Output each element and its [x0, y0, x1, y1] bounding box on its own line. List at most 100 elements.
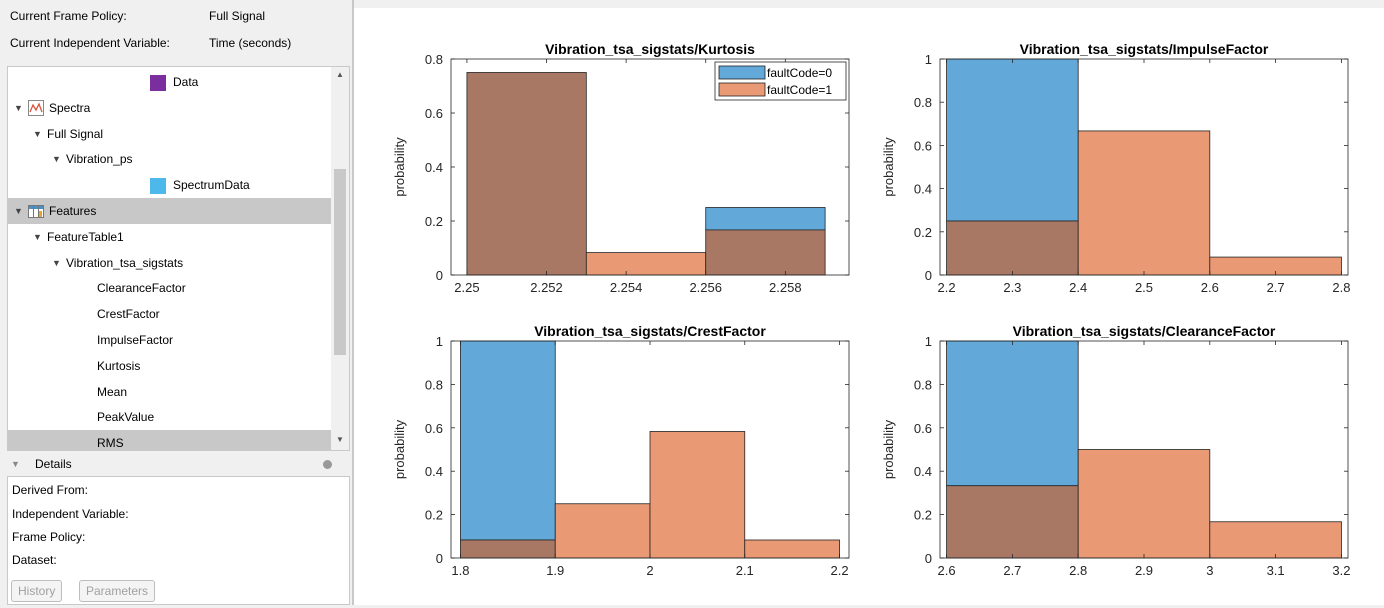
expand-arrow-icon[interactable]: ▼	[14, 206, 23, 216]
tree-item-mean[interactable]: Mean	[8, 379, 331, 405]
x-tick-label: 1.8	[451, 563, 469, 578]
x-tick-label: 2.7	[1267, 280, 1285, 295]
x-tick-label: 2.3	[1003, 280, 1021, 295]
chart-title: Vibration_tsa_sigstats/ClearanceFactor	[1013, 323, 1276, 339]
y-tick-label: 0.8	[914, 95, 932, 110]
panel-options-icon[interactable]	[323, 460, 332, 469]
independent-variable-value: Time (seconds)	[209, 36, 292, 50]
y-tick-label: 0.4	[425, 464, 443, 479]
tree-item-label: CrestFactor	[97, 307, 160, 322]
y-tick-label: 1	[925, 334, 932, 349]
tree-item-label: ClearanceFactor	[97, 281, 186, 296]
history-button[interactable]: History	[11, 580, 63, 602]
frame-policy-detail-label: Frame Policy:	[12, 530, 86, 544]
y-tick-label: 0.6	[914, 421, 932, 436]
x-tick-label: 3	[1206, 563, 1213, 578]
bar-fault1	[1209, 521, 1342, 559]
left-panel: Current Frame Policy: Full Signal Curren…	[0, 0, 352, 605]
scrollbar-thumb[interactable]	[334, 169, 346, 355]
y-tick-label: 0.2	[914, 508, 932, 523]
tree-item-rms[interactable]: RMS	[8, 430, 331, 451]
tree-item-data[interactable]: Data	[8, 69, 331, 95]
x-tick-label: 2.7	[1003, 563, 1021, 578]
details-panel: Derived From: Independent Variable: Fram…	[7, 476, 350, 605]
bar-overlap	[466, 72, 587, 276]
y-tick-label: 0.8	[914, 377, 932, 392]
blue-square-icon	[150, 178, 166, 195]
spectrum-icon	[28, 99, 44, 116]
details-title: Details	[35, 457, 72, 471]
tree-item-spectrumdata[interactable]: SpectrumData	[8, 172, 331, 198]
panel-splitter[interactable]	[352, 0, 354, 605]
y-tick-label: 0.2	[914, 225, 932, 240]
tree-item-label: Vibration_ps	[66, 152, 133, 167]
chart-title: Vibration_tsa_sigstats/Kurtosis	[545, 41, 755, 57]
tree-item-peakvalue[interactable]: PeakValue	[8, 404, 331, 430]
y-tick-label: 0.8	[425, 52, 443, 67]
x-tick-label: 2.254	[610, 280, 643, 295]
x-tick-label: 2.6	[938, 563, 956, 578]
x-tick-label: 2.8	[1332, 280, 1350, 295]
tree-item-featuretable1[interactable]: ▼ FeatureTable1	[8, 224, 331, 250]
scroll-up-icon[interactable]: ▲	[336, 70, 344, 79]
chart-title: Vibration_tsa_sigstats/CrestFactor	[534, 323, 766, 339]
bar-fault0	[705, 207, 826, 231]
x-tick-label: 2.8	[1069, 563, 1087, 578]
y-tick-label: 0.6	[425, 421, 443, 436]
expand-arrow-icon[interactable]: ▼	[52, 154, 61, 165]
tree-item-label: RMS	[97, 436, 124, 451]
data-browser-tree[interactable]: Data ▼ Spectra ▼ Full Signal ▼ Vibration_ps Spe…	[7, 66, 350, 451]
y-tick-label: 0	[925, 268, 932, 283]
tree-item-clearancefactor[interactable]: ClearanceFactor	[8, 275, 331, 301]
scroll-down-icon[interactable]: ▼	[336, 435, 344, 444]
x-tick-label: 2.1	[736, 563, 754, 578]
tree-item-label: Data	[173, 75, 199, 89]
collapse-icon[interactable]: ▼	[11, 459, 20, 469]
tree-item-label: Spectra	[49, 100, 91, 115]
y-axis-label: probability	[392, 419, 407, 479]
y-tick-label: 1	[925, 52, 932, 67]
tree-item-full-signal[interactable]: ▼ Full Signal	[8, 121, 331, 147]
tree-item-vibration-ps[interactable]: ▼ Vibration_ps	[8, 146, 331, 172]
expand-arrow-icon[interactable]: ▼	[52, 257, 61, 268]
x-tick-label: 2.5	[1135, 280, 1153, 295]
tree-item-vibration-tsa-sigstats[interactable]: ▼ Vibration_tsa_sigstats	[8, 250, 331, 276]
document-tab-strip	[354, 0, 1384, 8]
bar-fault1	[1077, 130, 1211, 276]
y-axis-label: probability	[881, 137, 896, 197]
tree-item-label: Features	[49, 204, 97, 218]
parameters-button[interactable]: Parameters	[79, 580, 156, 602]
expand-arrow-icon[interactable]: ▼	[33, 231, 42, 242]
x-tick-label: 2	[646, 563, 653, 578]
purple-square-icon	[150, 75, 166, 91]
legend-label: faultCode=0	[767, 66, 832, 80]
x-tick-label: 2.2	[938, 280, 956, 295]
details-header[interactable]: ▼ Details	[7, 452, 350, 476]
tree-item-impulsefactor[interactable]: ImpulseFactor	[8, 327, 331, 353]
tree-item-label: SpectrumData	[173, 178, 250, 193]
x-tick-label: 2.256	[689, 280, 722, 295]
legend-swatch	[718, 82, 766, 97]
bar-fault1	[585, 252, 707, 276]
tree-item-label: Full Signal	[47, 126, 104, 141]
bar-fault0	[946, 58, 1079, 222]
tree-item-kurtosis[interactable]: Kurtosis	[8, 353, 331, 379]
y-tick-label: 0.2	[425, 508, 443, 523]
y-axis-label: probability	[392, 137, 407, 197]
tree-item-crestfactor[interactable]: CrestFactor	[8, 301, 331, 327]
y-tick-label: 0.4	[914, 182, 932, 197]
bar-fault1	[744, 539, 840, 559]
tree-scrollbar[interactable]: ▲ ▼	[331, 67, 349, 450]
histogram-plots: 2.25 2.252 2.254 2.256 2.258 0 0.2 0.4 0.6 0.8 Vib…	[392, 41, 1350, 578]
expand-arrow-icon[interactable]: ▼	[33, 128, 42, 139]
expand-arrow-icon[interactable]: ▼	[14, 102, 23, 113]
bar-fault1	[1077, 449, 1211, 559]
histogram-figure: 2.25 2.252 2.254 2.256 2.258 0 0.2 0.4 0.6 0.8 Vib…	[354, 8, 1384, 605]
y-tick-label: 0.6	[914, 138, 932, 153]
x-tick-label: 2.258	[769, 280, 802, 295]
tree-item-label: Kurtosis	[97, 358, 141, 373]
tree-item-label: FeatureTable1	[47, 229, 124, 244]
tree-item-features[interactable]: ▼ Features	[8, 198, 331, 224]
tree-item-spectra[interactable]: ▼ Spectra	[8, 95, 331, 121]
y-tick-label: 0.4	[425, 160, 443, 175]
